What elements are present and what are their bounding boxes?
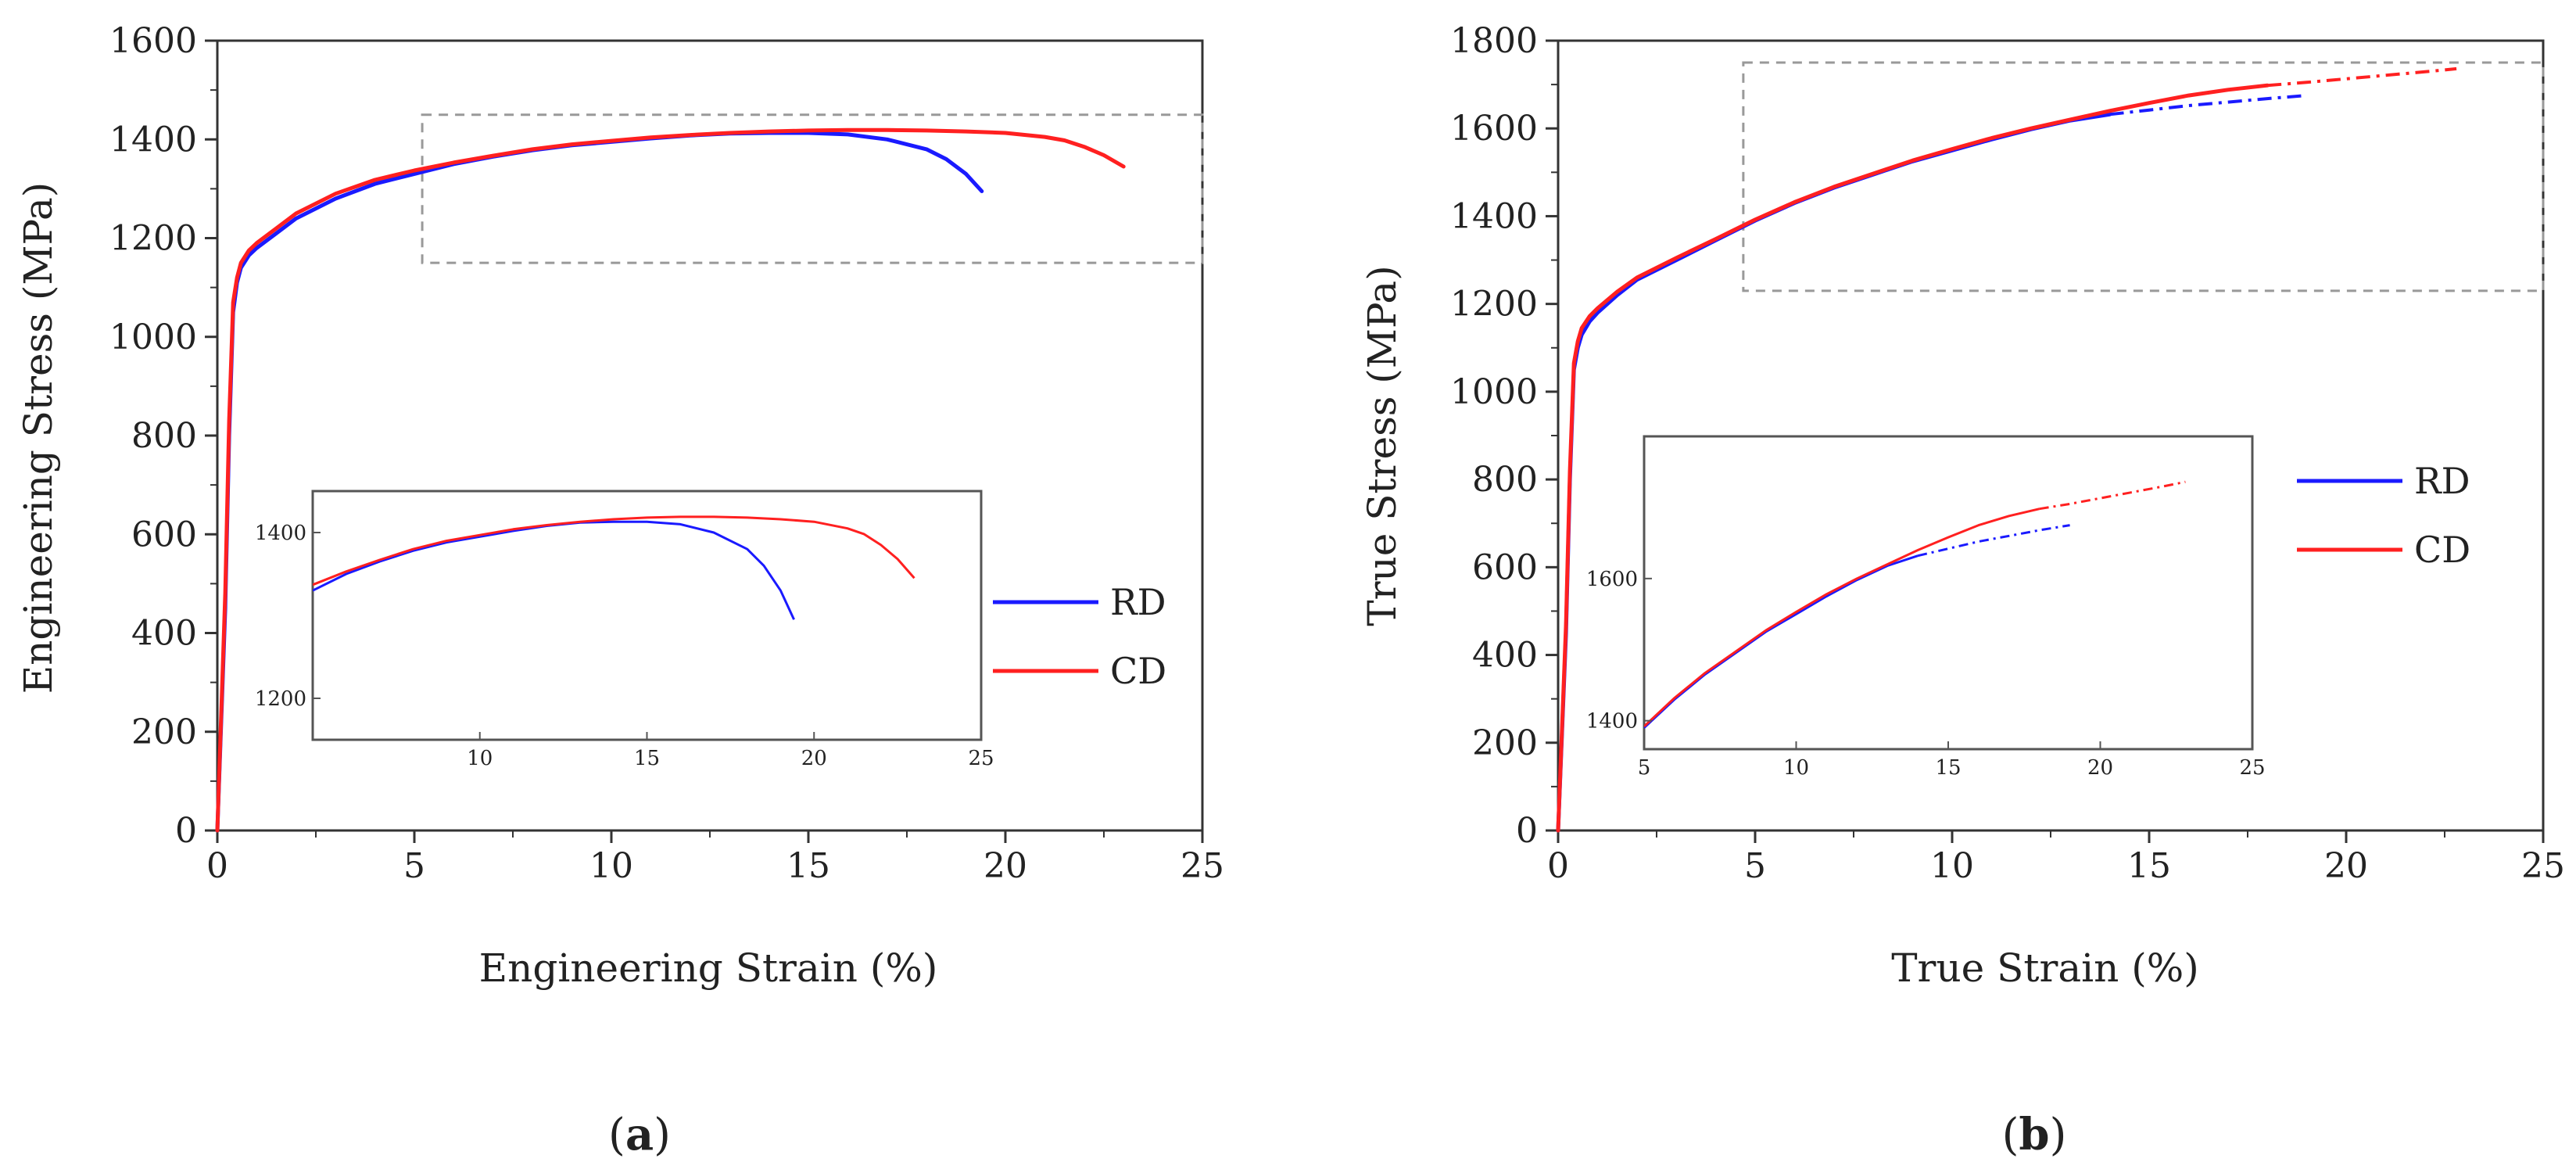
inset-plot-b: [1644, 480, 2186, 729]
series-line-cd-a: [215, 127, 1126, 833]
inset-y-tick-label-b: 1600: [1586, 568, 1638, 591]
panel-label-b: (b): [2002, 1109, 2067, 1160]
series-line-cd-b: [1556, 83, 2270, 833]
x-tick-label-a: 0: [206, 846, 228, 886]
x-tick-label-a: 20: [983, 846, 1027, 886]
x-tick-label-b: 25: [2521, 846, 2565, 886]
inset-series-line-extrapolated-rd-b: [1917, 524, 2070, 558]
series-line-extrapolated-cd-b: [2267, 66, 2457, 88]
y-tick-label-a: 0: [175, 811, 197, 851]
y-tick-label-b: 600: [1472, 547, 1538, 587]
y-tick-label-a: 1000: [109, 317, 197, 357]
y-tick-label-b: 0: [1516, 811, 1538, 851]
panel-label-letter-a: a: [625, 1109, 654, 1160]
inset-x-tick-label-b: 5: [1638, 756, 1651, 780]
y-axis-title-a: Engineering Stress (MPa): [16, 182, 61, 694]
inset-plot-a: [313, 515, 915, 620]
y-tick-label-b: 1600: [1450, 109, 1538, 149]
y-tick-label-b: 1200: [1450, 285, 1538, 325]
x-tick-label-a: 25: [1181, 846, 1224, 886]
x-tick-label-b: 0: [1547, 846, 1569, 886]
y-tick-label-a: 800: [131, 416, 197, 456]
inset-x-tick-label-b: 10: [1783, 756, 1809, 780]
y-tick-label-b: 1800: [1450, 21, 1538, 61]
series-line-extrapolated-rd-b: [2109, 94, 2307, 117]
zoom-region-box-a: [421, 113, 1204, 264]
inset-series-line-cd-a: [313, 515, 915, 586]
x-tick-label-b: 15: [2127, 846, 2171, 886]
y-tick-label-a: 600: [131, 515, 197, 554]
legend-label-cd-a: CD: [1110, 650, 1166, 692]
legend-label-rd-b: RD: [2414, 460, 2470, 502]
inset-frame-a: [311, 490, 983, 741]
y-tick-label-a: 1200: [109, 219, 197, 259]
y-tick-label-a: 1600: [109, 21, 197, 61]
inset-x-tick-label-a: 20: [801, 747, 827, 770]
x-tick-label-a: 10: [589, 846, 633, 886]
inset-x-tick-label-b: 20: [2087, 756, 2113, 780]
inset-y-tick-label-a: 1400: [255, 522, 306, 545]
inset-x-tick-label-a: 15: [634, 747, 660, 770]
x-axis-title-b: True Strain (%): [1891, 945, 2199, 991]
inset-y-tick-label-a: 1200: [255, 687, 306, 711]
y-tick-label-b: 400: [1472, 636, 1538, 676]
inset-y-tick-label-b: 1400: [1586, 710, 1638, 734]
panel-label-a: (a): [608, 1109, 671, 1160]
inset-x-tick-label-b: 25: [2239, 756, 2265, 780]
inset-x-tick-label-a: 10: [467, 747, 493, 770]
inset-series-line-cd-b: [1644, 508, 2040, 727]
inset-x-tick-label-a: 25: [968, 747, 994, 770]
y-tick-label-a: 200: [131, 712, 197, 752]
inset-frame-b: [1643, 435, 2254, 751]
zoom-region-box-b: [1742, 61, 2545, 292]
chart-panel-a: Engineering Strain (%) Engineering Stres…: [16, 21, 1224, 1160]
x-tick-label-a: 5: [403, 846, 425, 886]
chart-panel-b: True Strain (%) True Stress (MPa) (b) 0 5…: [1360, 21, 2565, 1160]
inset-x-tick-label-b: 15: [1935, 756, 1961, 780]
x-axis-title-a: Engineering Strain (%): [479, 945, 938, 991]
x-tick-label-b: 20: [2324, 846, 2368, 886]
panel-label-letter-b: b: [2019, 1109, 2049, 1160]
y-tick-label-b: 1000: [1450, 372, 1538, 412]
legend-label-rd-a: RD: [1110, 581, 1166, 623]
y-axis-title-b: True Stress (MPa): [1360, 265, 1405, 626]
y-tick-label-a: 400: [131, 614, 197, 654]
y-tick-label-b: 1400: [1450, 196, 1538, 236]
x-tick-label-b: 5: [1744, 846, 1766, 886]
y-tick-label-b: 800: [1472, 460, 1538, 500]
x-tick-label-a: 15: [786, 846, 830, 886]
x-tick-label-b: 10: [1930, 846, 1974, 886]
y-tick-label-b: 200: [1472, 723, 1538, 763]
legend-label-cd-b: CD: [2414, 529, 2470, 571]
inset-series-line-extrapolated-cd-b: [2039, 480, 2186, 511]
y-tick-label-a: 1400: [109, 120, 197, 160]
